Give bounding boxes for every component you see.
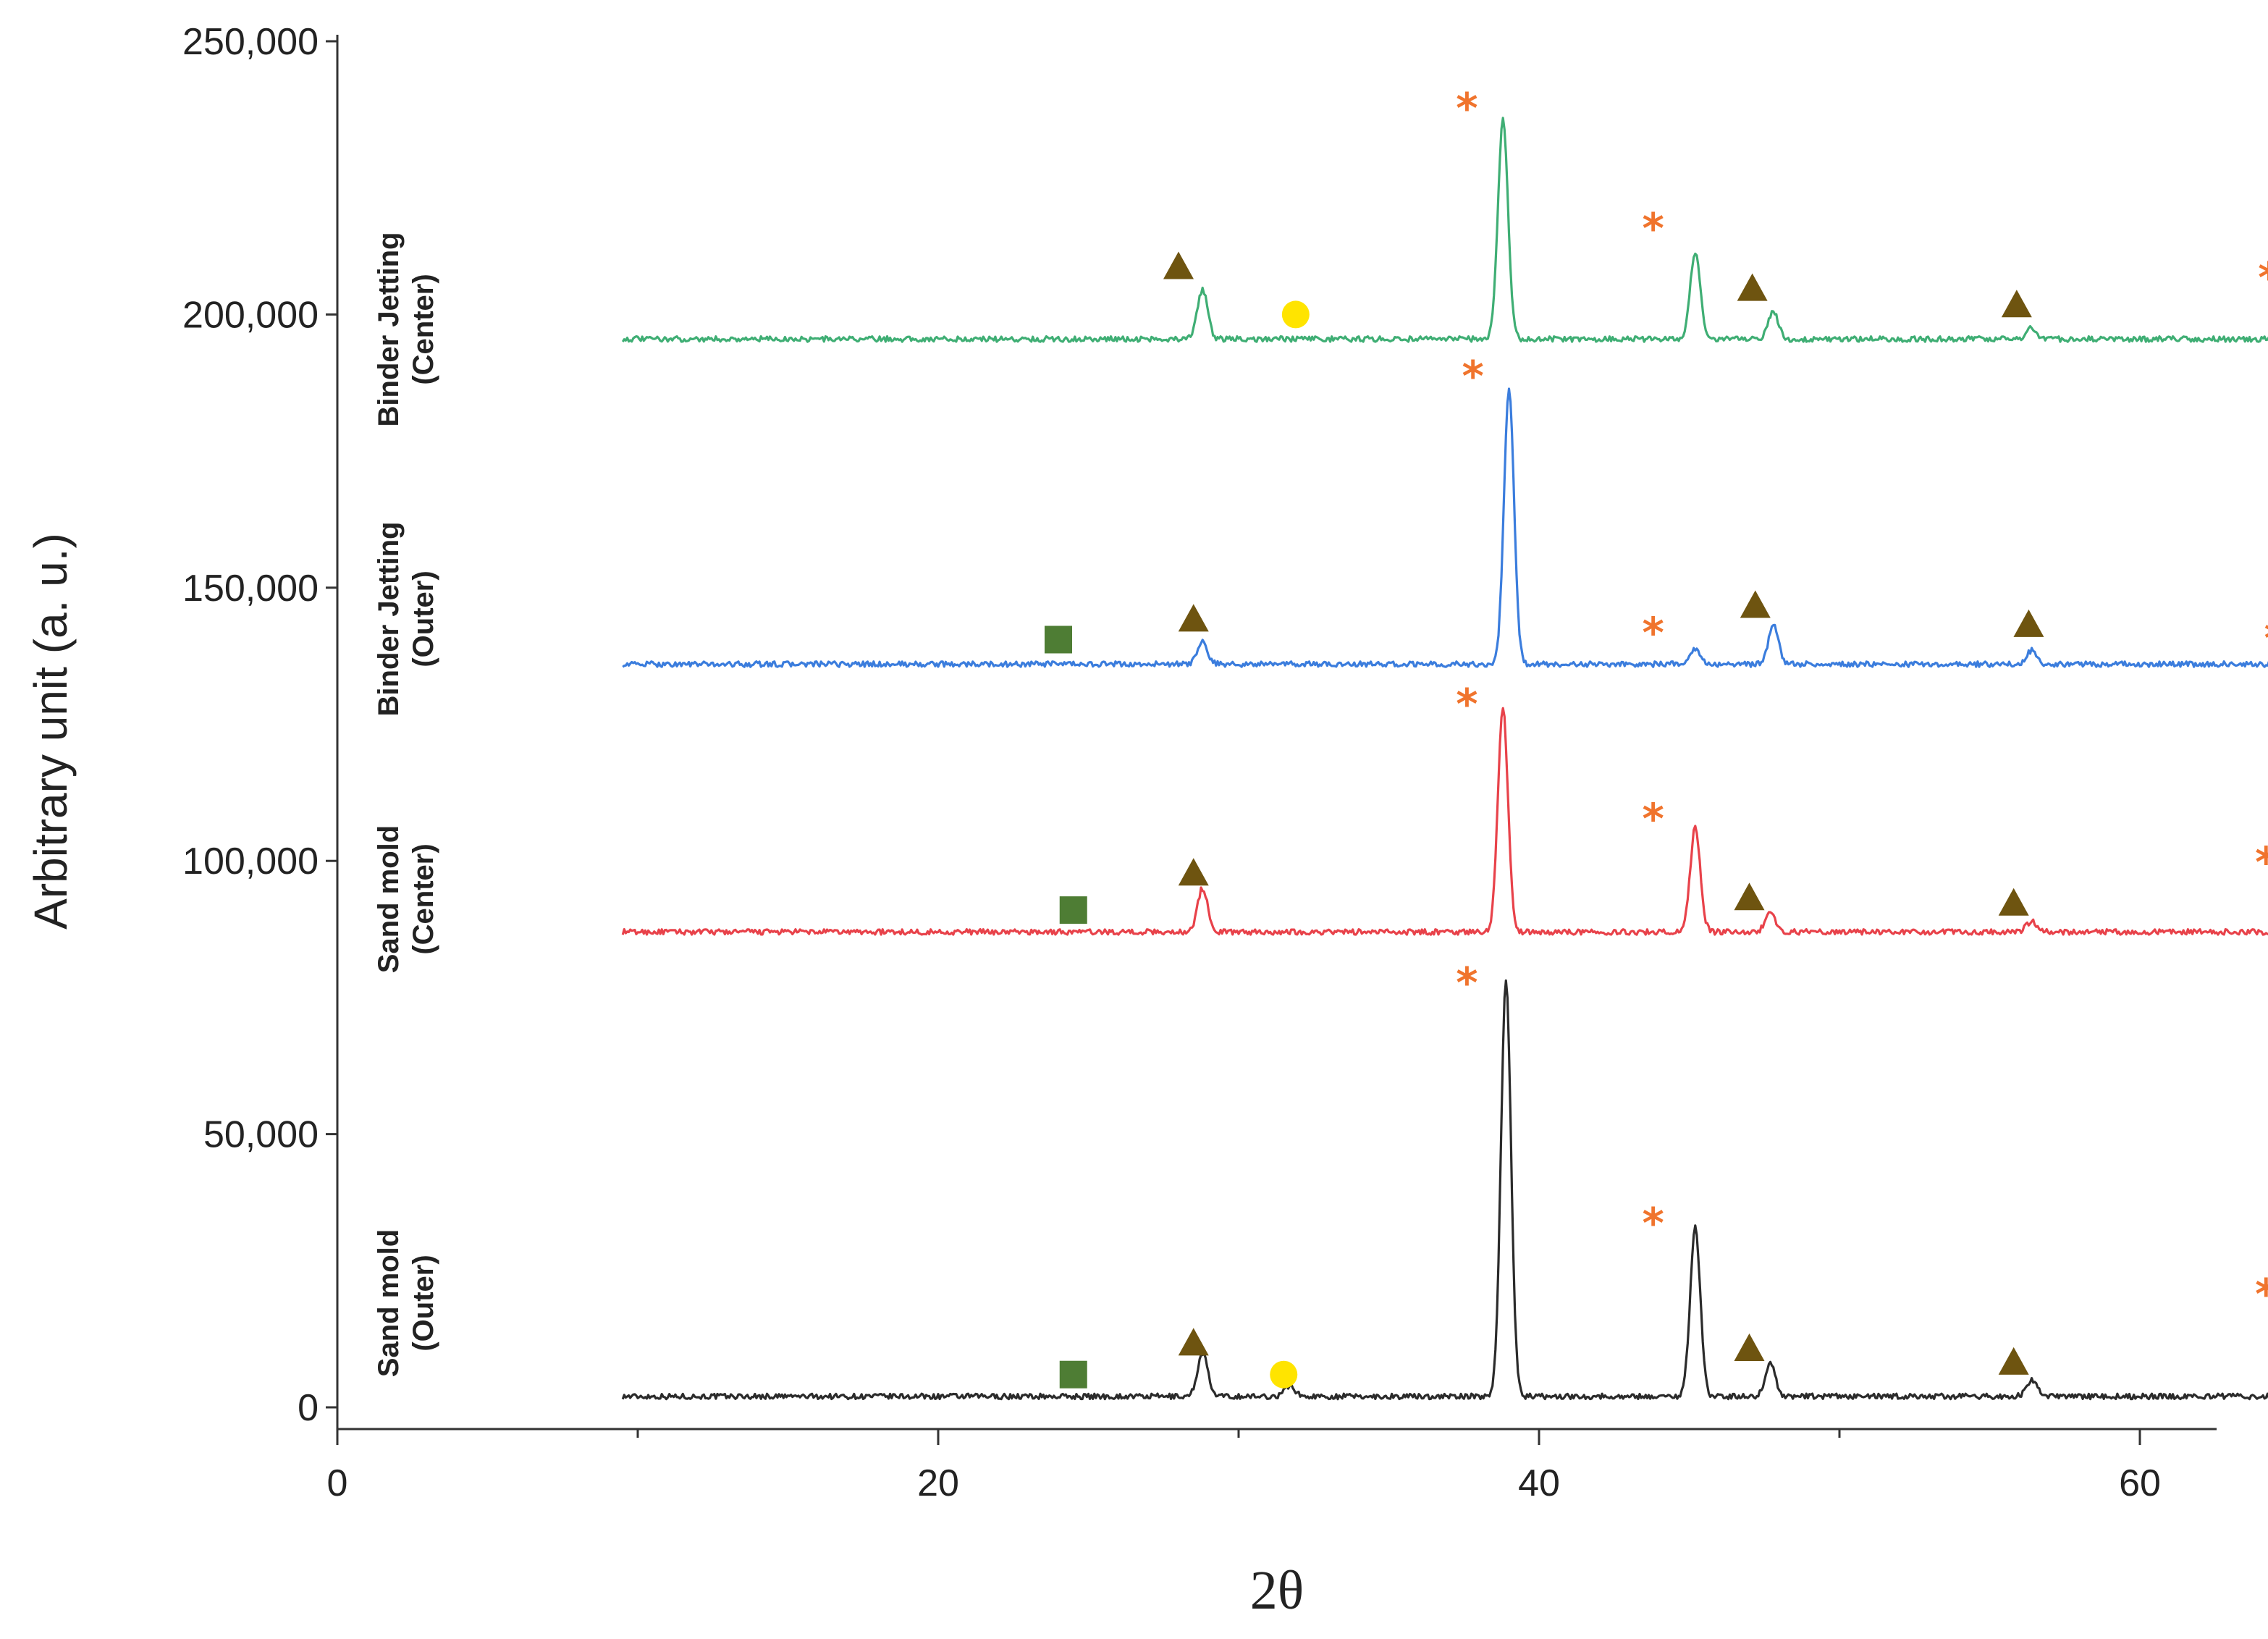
y-tick-label: 50,000 [203, 1114, 319, 1156]
star-marker: * [1643, 608, 1664, 657]
star-marker: * [1456, 958, 1477, 1007]
square-marker [1059, 896, 1087, 924]
series-line-binder-jetting-center [621, 117, 2268, 343]
series-label: Binder Jetting (Outer) [373, 522, 439, 717]
star-marker: * [1643, 794, 1664, 843]
y-tick-label: 150,000 [182, 568, 319, 610]
triangle-marker [2013, 609, 2044, 637]
series-label: Binder Jetting (Center) [373, 232, 439, 427]
x-tick-label: 60 [2119, 1462, 2161, 1504]
x-tick-label: 20 [917, 1462, 959, 1504]
triangle-marker [1734, 882, 1765, 911]
y-tick-label: 0 [298, 1387, 319, 1429]
series-label-line: (Outer) [408, 570, 439, 667]
circle-marker [1270, 1360, 1298, 1389]
triangle-marker [1998, 1347, 2029, 1375]
x-tick-label: 0 [327, 1462, 348, 1504]
star-marker: * [2255, 1269, 2268, 1318]
x-axis-title: 2θ [1250, 1560, 1304, 1621]
series-label-line: Sand mold [373, 1229, 405, 1377]
triangle-marker [1740, 590, 1771, 618]
y-axis-title: Arbitrary unit (a. u.) [25, 533, 77, 930]
series-label-line: Binder Jetting [373, 232, 405, 427]
y-tick-label: 200,000 [182, 294, 319, 336]
triangle-marker [1734, 1333, 1765, 1361]
series-label-line: (Center) [408, 843, 439, 954]
marker-layer: ************************ [1045, 84, 2268, 1389]
triangle-marker [1178, 1328, 1209, 1356]
square-marker [1059, 1360, 1087, 1389]
axes [336, 35, 2217, 1431]
series-line-sand-mold-outer [621, 979, 2268, 1401]
triangle-marker [1163, 251, 1194, 279]
triangle-marker [1737, 273, 1768, 301]
series-label-line: Binder Jetting [373, 522, 405, 717]
series-line-sand-mold-center [621, 707, 2268, 936]
star-marker: * [1456, 679, 1477, 728]
ticks: 0 50,000 100,000 150,000 200,000 250,000 0 20 40… [182, 21, 2161, 1504]
star-marker: * [1456, 84, 1477, 133]
y-tick-label: 250,000 [182, 21, 319, 63]
star-marker: * [1462, 351, 1484, 400]
series-label: Sand mold (Outer) [373, 1229, 439, 1377]
series-label-line: (Center) [408, 274, 439, 384]
x-tick-label: 40 [1518, 1462, 1560, 1504]
circle-marker [1281, 300, 1310, 329]
series-line-binder-jetting-outer [622, 387, 2268, 668]
star-marker: * [1643, 1198, 1664, 1247]
triangle-marker [1178, 858, 1209, 886]
series-label-layer: Sand mold (Outer)Sand mold (Center)Binder … [373, 232, 439, 1378]
star-marker: * [2264, 614, 2268, 663]
triangle-marker [1998, 888, 2029, 916]
star-marker: * [2255, 838, 2268, 887]
triangle-marker [2001, 290, 2032, 318]
y-tick-label: 100,000 [182, 840, 319, 882]
star-marker: * [2258, 253, 2268, 303]
triangle-marker [1178, 604, 1209, 632]
series-label-line: (Outer) [408, 1255, 439, 1351]
star-marker: * [1643, 204, 1664, 253]
series-layer [621, 117, 2268, 1401]
square-marker [1045, 625, 1072, 654]
series-label: Sand mold (Center) [373, 825, 439, 973]
series-label-line: Sand mold [373, 825, 405, 973]
